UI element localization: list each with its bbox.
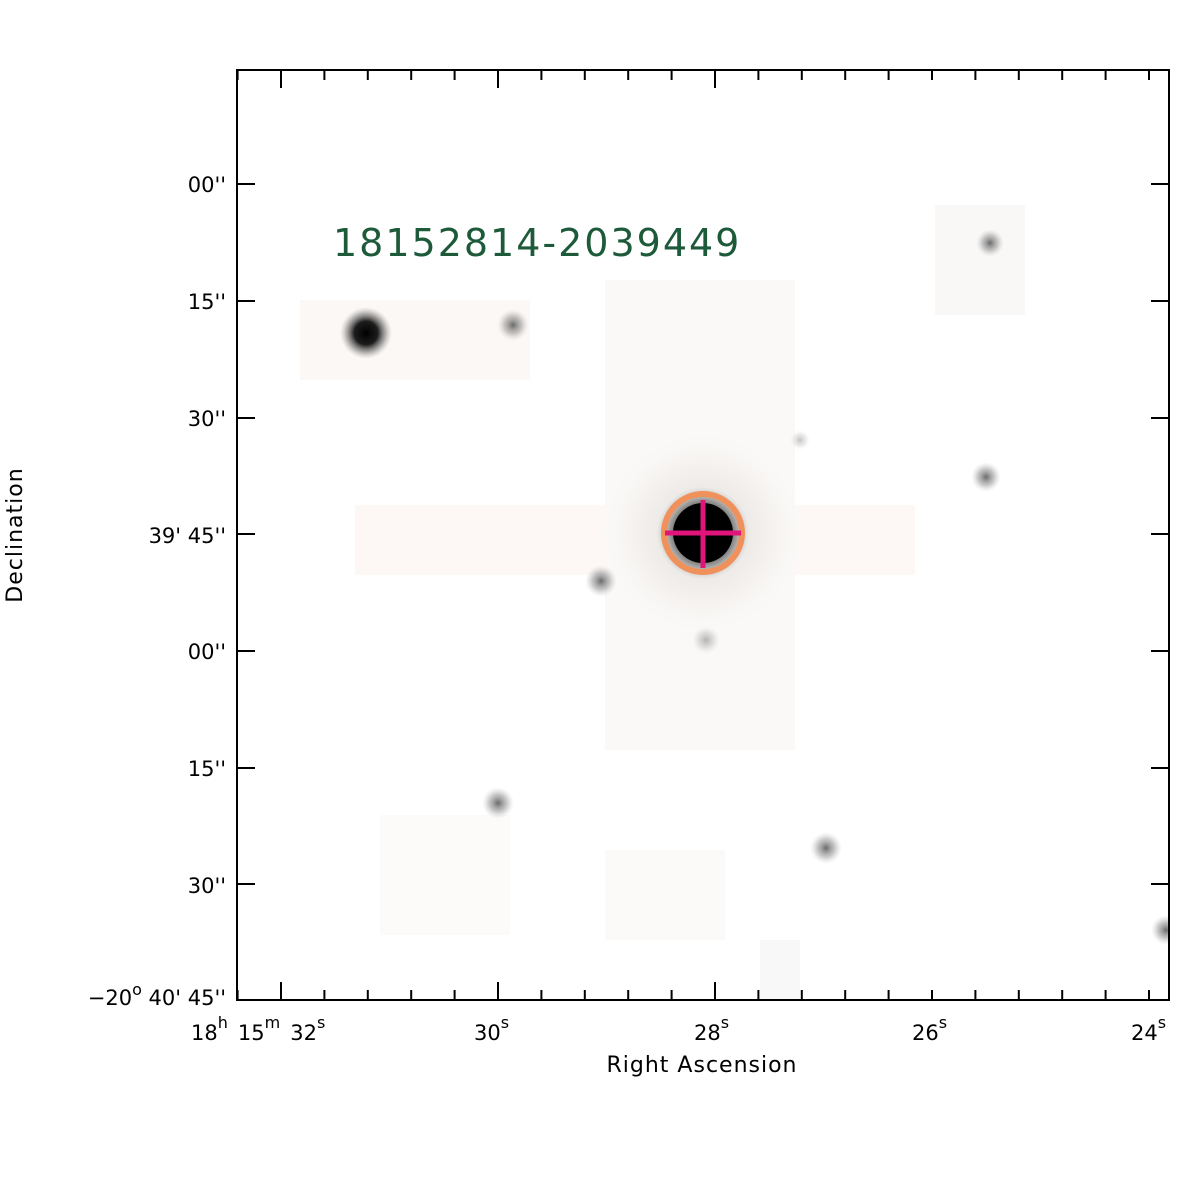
- dec-tick-labels: 00'' 15'' 30'' 39' 45'' 00'' 15'' 30'' −…: [88, 173, 226, 1010]
- star-source: [482, 787, 514, 819]
- axis-ticks: [236, 70, 1169, 1001]
- ra-tick-label: 28s: [694, 1013, 729, 1045]
- star-source: [340, 307, 392, 359]
- star-source: [585, 565, 617, 597]
- star-source: [971, 462, 1001, 492]
- ra-tick-label: 30s: [474, 1013, 509, 1045]
- target-id-label: 18152814-2039449: [333, 221, 741, 265]
- star-source: [1151, 915, 1169, 945]
- star-source: [810, 832, 842, 864]
- dec-tick-label: 00'': [188, 173, 226, 197]
- ra-tick-label: 26s: [912, 1013, 947, 1045]
- ra-tick-label: 24s: [1131, 1013, 1166, 1045]
- dec-tick-label-bottom: −20o 40' 45'': [88, 980, 226, 1010]
- dec-tick-label: 39' 45'': [149, 524, 226, 548]
- y-axis-title: Declination: [3, 467, 28, 602]
- dec-tick-label: 30'': [188, 874, 226, 898]
- dec-tick-label: 15'': [188, 290, 226, 314]
- star-source: [976, 229, 1004, 257]
- ra-tick-label: 18h 15m 32s: [191, 1013, 325, 1045]
- sky-image: [237, 70, 1169, 1000]
- x-axis-title: Right Ascension: [607, 1053, 798, 1078]
- ra-tick-labels: 18h 15m 32s 30s 28s 26s 24s: [191, 1013, 1166, 1045]
- target-circle: [661, 491, 745, 575]
- target-marker: [661, 491, 745, 575]
- dec-tick-label: 15'': [188, 757, 226, 781]
- dec-tick-label: 30'': [188, 407, 226, 431]
- dec-tick-label: 00'': [188, 640, 226, 664]
- star-source: [497, 309, 529, 341]
